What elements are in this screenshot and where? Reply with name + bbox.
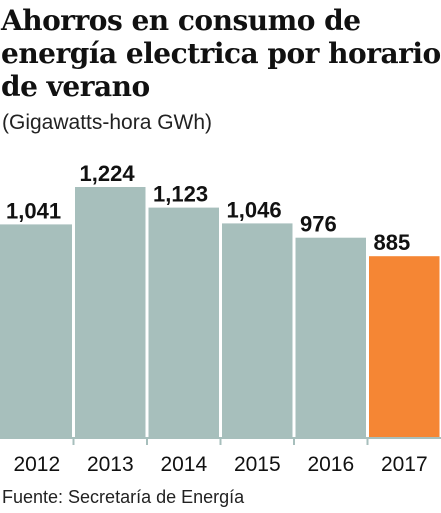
chart-title: Ahorros en consumo de energía electrica … xyxy=(1,4,441,103)
category-label-2015: 2015 xyxy=(234,453,281,476)
bar-2014 xyxy=(148,207,219,437)
x-axis-ticks-group xyxy=(72,437,369,445)
value-label-2017: 885 xyxy=(374,230,411,255)
bars-group xyxy=(0,187,440,437)
category-label-2013: 2013 xyxy=(87,453,134,476)
category-label-2016: 2016 xyxy=(307,453,354,476)
bar-2016 xyxy=(295,237,366,437)
value-label-2014: 1,123 xyxy=(153,182,208,207)
category-label-2017: 2017 xyxy=(381,453,428,476)
category-labels-group: 2012 2013 2014 2015 2016 2017 xyxy=(13,453,427,476)
source-note: Fuente: Secretaría de Energía xyxy=(2,487,245,507)
chart-subtitle: (Gigawatts-hora GWh) xyxy=(2,111,213,134)
value-label-2013: 1,224 xyxy=(80,161,136,186)
value-labels-group: 1,041 1,224 1,123 1,046 976 885 xyxy=(6,161,410,255)
category-label-2012: 2012 xyxy=(13,453,60,476)
bar-2015 xyxy=(222,223,293,437)
bar-2017 xyxy=(369,256,440,437)
value-label-2015: 1,046 xyxy=(227,197,282,222)
value-label-2016: 976 xyxy=(300,212,337,237)
value-label-2012: 1,041 xyxy=(6,198,61,223)
category-label-2014: 2014 xyxy=(160,453,207,476)
bar-2013 xyxy=(75,187,146,437)
bar-2012 xyxy=(0,224,72,437)
